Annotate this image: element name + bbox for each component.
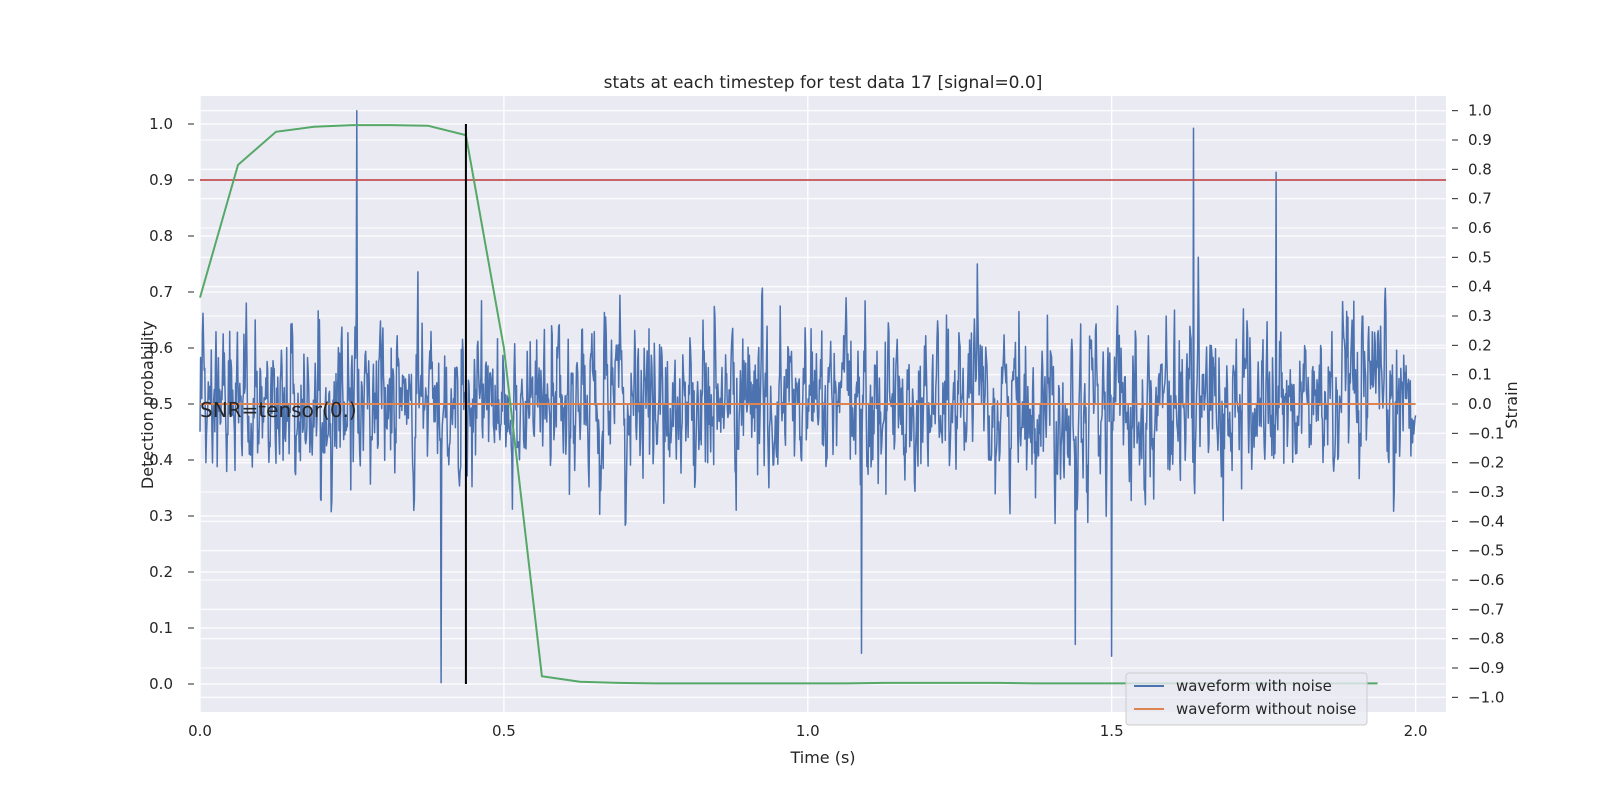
y-right-tick-label: 0.5 [1468,248,1492,266]
x-tick-label: 2.0 [1404,722,1428,740]
y-right-tick-label: −0.7 [1468,600,1504,618]
snr-annotation: SNR=tensor(0.) [200,398,357,422]
y-right-tick-label: −0.8 [1468,630,1504,648]
y-right-tick-label: 0.0 [1468,395,1492,413]
y-right-tick-label: −0.6 [1468,571,1504,589]
y-left-tick-label: 0.0 [149,675,173,693]
y-right-tick-label: 1.0 [1468,102,1492,120]
legend-box [1125,672,1368,726]
legend-label-waveform-without-noise: waveform without noise [1176,700,1356,718]
y-axis-label-left: Detection probability [138,321,157,489]
y-left-tick-label: 0.5 [149,395,173,413]
y-left-tick-labels: 0.0 0.1 0.2 0.3 0.4 0.5 0.6 0.7 0.8 0.9 1.0 [149,115,194,693]
y-left-tick-label: 1.0 [149,115,173,133]
legend: waveform with noise waveform without noi… [1125,672,1368,726]
y-left-tick-label: 0.9 [149,171,173,189]
y-right-tick-label: 0.2 [1468,336,1492,354]
y-left-tick-label: 0.7 [149,283,173,301]
y-right-tick-label: −0.3 [1468,483,1504,501]
y-left-tick-label: 0.4 [149,451,173,469]
y-right-tick-label: 0.9 [1468,131,1492,149]
y-left-tick-label: 0.6 [149,339,173,357]
y-right-tick-label: 0.1 [1468,366,1492,384]
y-left-tick-label: 0.2 [149,563,173,581]
y-right-tick-label: 0.4 [1468,278,1492,296]
y-right-tick-label: −1.0 [1468,688,1504,706]
y-right-tick-label: 0.3 [1468,307,1492,325]
x-tick-label: 0.5 [492,722,516,740]
y-left-tick-label: 0.3 [149,507,173,525]
waveform-with-noise-line [199,109,1417,684]
y-right-tick-label: −0.4 [1468,512,1504,530]
y-left-tick-label: 0.1 [149,619,173,637]
x-tick-label: 0.0 [188,722,212,740]
y-right-tick-label: 0.8 [1468,160,1492,178]
x-tick-label: 1.0 [796,722,820,740]
y-right-tick-label: −0.9 [1468,659,1504,677]
y-right-tick-label: −0.5 [1468,542,1504,560]
y-right-tick-labels: −1.0 −0.9 −0.8 −0.7 −0.6 −0.5 −0.4 −0.3 −0.2 −0.1… [1452,102,1504,706]
y-right-tick-label: −0.2 [1468,454,1504,472]
y-left-tick-label: 0.8 [149,227,173,245]
chart-title: stats at each timestep for test data 17 … [604,73,1043,93]
y-right-tick-label: 0.6 [1468,219,1492,237]
legend-label-waveform-with-noise: waveform with noise [1176,677,1332,695]
x-tick-label: 1.5 [1100,722,1124,740]
y-axis-label-right: Strain [1502,381,1521,428]
x-tick-labels: 0.0 0.5 1.0 1.5 2.0 [188,722,1427,740]
x-axis-label: Time (s) [789,748,855,767]
y-right-tick-label: 0.7 [1468,190,1492,208]
y-right-tick-label: −0.1 [1468,424,1504,442]
